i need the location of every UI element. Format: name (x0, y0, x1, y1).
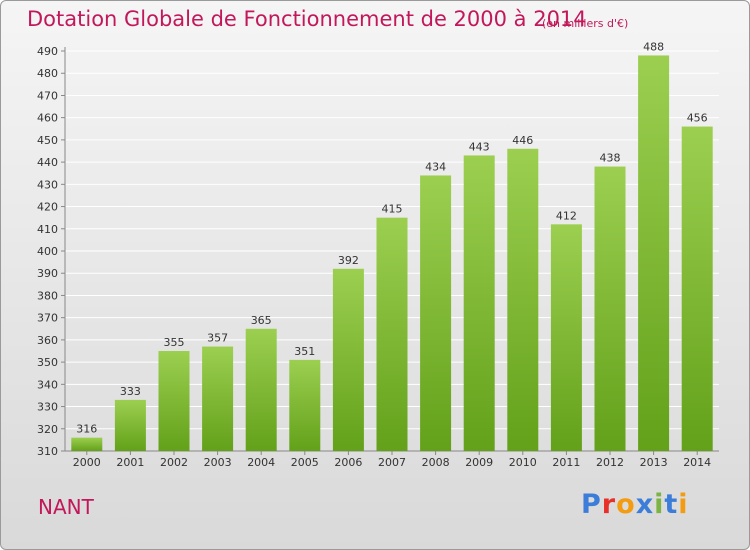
data-label: 438 (600, 152, 621, 165)
y-tick-label: 440 (37, 156, 58, 169)
data-label: 415 (382, 203, 403, 216)
x-tick-label: 2014 (683, 456, 711, 469)
bar-2008 (420, 175, 452, 451)
bar-2014 (681, 126, 713, 452)
x-tick-label: 2011 (552, 456, 580, 469)
bar-2004 (245, 328, 277, 451)
logo-letter: i (678, 489, 689, 520)
data-label: 412 (556, 209, 577, 222)
bar-2002 (158, 351, 190, 451)
y-tick-label: 320 (37, 423, 58, 436)
y-tick-label: 410 (37, 223, 58, 236)
y-tick-label: 420 (37, 201, 58, 214)
x-tick-label: 2000 (73, 456, 101, 469)
bar-2005 (289, 359, 321, 451)
data-label: 333 (120, 385, 141, 398)
x-tick-label: 2008 (422, 456, 450, 469)
y-tick-label: 360 (37, 334, 58, 347)
y-tick-label: 310 (37, 445, 58, 458)
proxiti-logo[interactable]: Proxiti (581, 489, 689, 520)
x-tick-label: 2013 (640, 456, 668, 469)
y-tick-label: 430 (37, 178, 58, 191)
bar-2000 (71, 437, 103, 451)
data-label: 357 (207, 332, 228, 345)
data-label: 355 (164, 336, 185, 349)
bars (71, 55, 713, 452)
bar-2009 (463, 155, 495, 451)
y-tick-label: 330 (37, 401, 58, 414)
x-tick-label: 2004 (247, 456, 275, 469)
chart-unit: (en milliers d'€) (542, 17, 629, 30)
logo-letter: x (635, 489, 655, 520)
x-tick-label: 2012 (596, 456, 624, 469)
data-label: 446 (512, 134, 533, 147)
y-tick-label: 340 (37, 378, 58, 391)
bar-2010 (507, 148, 539, 451)
x-tick-labels: 2000 2001 2002 2003 2004 2005 2006 2007 2008 2009… (73, 451, 711, 469)
bar-2013 (638, 55, 670, 451)
logo-letter: r (601, 489, 617, 520)
y-tick-label: 490 (37, 45, 58, 58)
bar-2003 (202, 346, 234, 451)
bar-2011 (550, 224, 582, 451)
bar-2007 (376, 217, 408, 451)
commune-name: NANT (38, 495, 94, 519)
y-tick-label: 450 (37, 134, 58, 147)
data-label: 456 (687, 112, 708, 125)
logo-letter: t (664, 489, 679, 520)
data-label: 443 (469, 140, 490, 153)
y-tick-label: 390 (37, 267, 58, 280)
x-tick-label: 2001 (116, 456, 144, 469)
y-tick-label: 380 (37, 289, 58, 302)
y-tick-label: 480 (37, 67, 58, 80)
data-label: 351 (294, 345, 315, 358)
bar-2006 (332, 268, 364, 451)
y-tick-label: 400 (37, 245, 58, 258)
x-tick-label: 2002 (160, 456, 188, 469)
data-label: 365 (251, 314, 272, 327)
data-labels: 316 333 355 357 365 351 392 415 434 443 446 412 438 4… (76, 40, 707, 435)
y-tick-labels: 310 320 330 340 350 360 370 380 390 400 410 420 430 4… (37, 45, 58, 458)
x-tick-label: 2009 (465, 456, 493, 469)
bar-2001 (114, 399, 146, 451)
data-label: 488 (643, 40, 664, 53)
data-label: 392 (338, 254, 359, 267)
y-tick-label: 460 (37, 112, 58, 125)
logo-letter: o (616, 489, 636, 520)
data-label: 316 (76, 423, 97, 436)
x-tick-label: 2003 (204, 456, 232, 469)
y-tick-label: 350 (37, 356, 58, 369)
x-tick-label: 2005 (291, 456, 319, 469)
x-tick-label: 2010 (509, 456, 537, 469)
logo-letter: i (654, 489, 665, 520)
y-tick-label: 370 (37, 312, 58, 325)
data-label: 434 (425, 160, 446, 173)
chart-title: Dotation Globale de Fonctionnement de 20… (27, 7, 587, 31)
x-tick-label: 2007 (378, 456, 406, 469)
bar-2012 (594, 166, 626, 452)
y-tick-label: 470 (37, 89, 58, 102)
logo-letter: P (581, 489, 602, 520)
x-tick-label: 2006 (334, 456, 362, 469)
